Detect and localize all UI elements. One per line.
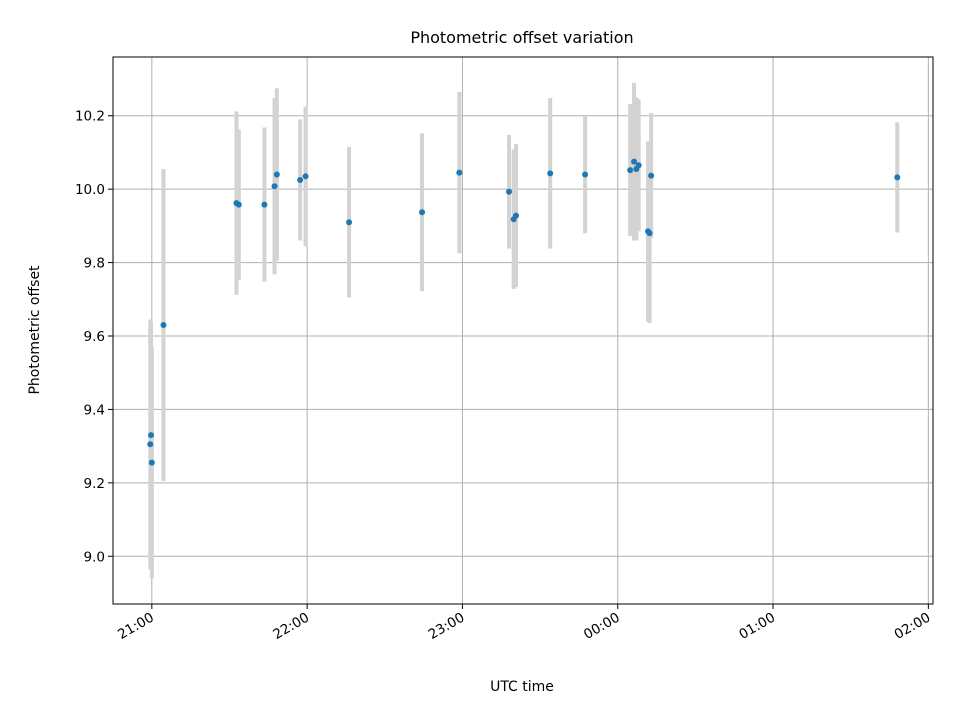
x-axis-label: UTC time <box>490 679 554 695</box>
x-tick-label: 01:00 <box>736 610 778 643</box>
y-tick-label: 10.2 <box>75 109 105 125</box>
x-tick-label: 02:00 <box>892 610 934 643</box>
data-point <box>147 441 154 448</box>
y-tick-label: 9.4 <box>84 402 105 418</box>
data-point <box>271 183 278 190</box>
data-point <box>273 171 280 178</box>
y-tick-label: 9.8 <box>84 256 105 272</box>
y-tick-label: 9.0 <box>84 549 105 565</box>
y-tick-label: 9.6 <box>84 329 105 345</box>
data-point <box>148 432 155 439</box>
data-point <box>513 212 520 219</box>
y-axis-ticks: 9.0 9.2 9.4 9.6 9.8 10.0 10.2 <box>75 109 113 565</box>
chart-title: Photometric offset variation <box>410 28 633 47</box>
data-point <box>631 158 638 165</box>
data-point <box>547 170 554 177</box>
grid-lines <box>113 57 933 604</box>
data-point <box>646 230 653 237</box>
data-point <box>648 172 655 179</box>
y-tick-label: 9.2 <box>84 476 105 492</box>
data-point <box>297 176 304 183</box>
axes-frame <box>112 56 934 605</box>
plot-area <box>147 82 901 579</box>
x-tick-label: 23:00 <box>426 610 468 643</box>
data-point <box>456 169 463 176</box>
data-point <box>261 201 268 208</box>
data-point <box>302 173 309 180</box>
data-point <box>627 167 634 174</box>
data-point <box>160 321 167 328</box>
data-point <box>346 219 353 226</box>
x-tick-label: 00:00 <box>581 610 623 643</box>
data-point <box>419 209 426 216</box>
y-axis-label: Photometric offset <box>27 265 43 395</box>
data-point <box>582 171 589 178</box>
x-axis-ticks: 21:00 22:00 23:00 00:00 01:00 02:00 <box>115 604 933 643</box>
data-point <box>148 459 155 466</box>
data-point <box>635 162 642 169</box>
x-tick-label: 21:00 <box>115 610 157 643</box>
y-tick-label: 10.0 <box>75 182 105 198</box>
x-tick-label: 22:00 <box>270 610 312 643</box>
data-point <box>235 201 242 208</box>
data-point <box>506 188 513 195</box>
data-point <box>894 174 901 181</box>
